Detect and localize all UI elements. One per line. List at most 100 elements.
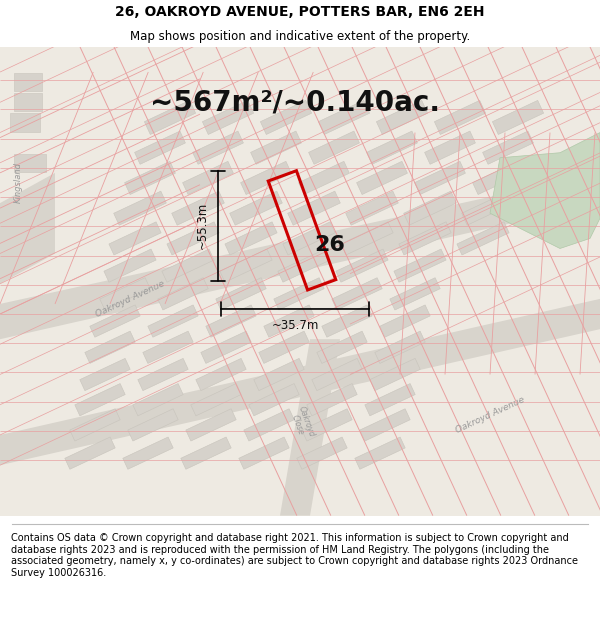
Polygon shape [239, 437, 289, 469]
Polygon shape [143, 331, 193, 363]
Polygon shape [283, 222, 335, 255]
Polygon shape [158, 278, 208, 310]
Polygon shape [182, 161, 233, 194]
Polygon shape [415, 161, 466, 194]
Polygon shape [482, 131, 533, 164]
Polygon shape [241, 161, 292, 194]
Polygon shape [0, 173, 600, 339]
Polygon shape [380, 305, 430, 338]
Polygon shape [404, 191, 457, 225]
Polygon shape [260, 101, 311, 134]
Polygon shape [249, 384, 299, 416]
Polygon shape [280, 339, 340, 516]
Polygon shape [65, 437, 115, 469]
Polygon shape [394, 249, 446, 282]
Polygon shape [206, 305, 256, 338]
Polygon shape [85, 331, 135, 363]
Polygon shape [287, 191, 340, 225]
Polygon shape [172, 191, 224, 225]
Polygon shape [0, 299, 600, 465]
Polygon shape [307, 384, 357, 416]
Polygon shape [181, 437, 231, 469]
Polygon shape [457, 222, 509, 255]
Polygon shape [356, 161, 407, 194]
Polygon shape [193, 131, 244, 164]
Polygon shape [186, 409, 236, 441]
Polygon shape [346, 191, 398, 225]
Polygon shape [317, 331, 367, 363]
Polygon shape [230, 191, 283, 225]
Polygon shape [473, 161, 523, 194]
Polygon shape [75, 384, 125, 416]
Polygon shape [434, 101, 485, 134]
Polygon shape [278, 249, 330, 282]
Polygon shape [10, 113, 40, 131]
Polygon shape [355, 437, 405, 469]
Polygon shape [123, 437, 173, 469]
Polygon shape [493, 101, 544, 134]
Polygon shape [138, 358, 188, 391]
Polygon shape [370, 358, 420, 391]
Polygon shape [299, 161, 349, 194]
Polygon shape [104, 249, 156, 282]
Polygon shape [196, 358, 246, 391]
Polygon shape [202, 101, 254, 134]
Polygon shape [133, 384, 183, 416]
Text: Contains OS data © Crown copyright and database right 2021. This information is : Contains OS data © Crown copyright and d… [11, 533, 578, 578]
Polygon shape [308, 131, 359, 164]
Polygon shape [145, 101, 196, 134]
Polygon shape [14, 154, 46, 172]
Polygon shape [244, 409, 294, 441]
Text: Oakroyd Avenue: Oakroyd Avenue [94, 279, 166, 319]
Polygon shape [375, 331, 425, 363]
Polygon shape [302, 409, 352, 441]
Polygon shape [319, 101, 370, 134]
Polygon shape [201, 331, 251, 363]
Polygon shape [376, 101, 428, 134]
Text: ~567m²/~0.140ac.: ~567m²/~0.140ac. [150, 88, 440, 116]
Polygon shape [14, 73, 42, 91]
Polygon shape [109, 222, 161, 255]
Polygon shape [399, 222, 451, 255]
Polygon shape [70, 409, 120, 441]
Polygon shape [125, 161, 175, 194]
Polygon shape [251, 131, 301, 164]
Text: ~35.7m: ~35.7m [271, 319, 319, 332]
Polygon shape [341, 222, 393, 255]
Polygon shape [134, 131, 185, 164]
Polygon shape [322, 305, 372, 338]
Polygon shape [332, 278, 382, 310]
Polygon shape [274, 278, 324, 310]
Polygon shape [336, 249, 388, 282]
Polygon shape [0, 47, 600, 516]
Polygon shape [461, 191, 514, 225]
Polygon shape [264, 305, 314, 338]
Polygon shape [80, 358, 130, 391]
Polygon shape [490, 132, 600, 249]
Polygon shape [425, 131, 475, 164]
Polygon shape [162, 249, 214, 282]
Text: Oakroyd Avenue: Oakroyd Avenue [454, 395, 526, 435]
Polygon shape [365, 384, 415, 416]
Polygon shape [220, 249, 272, 282]
Text: Map shows position and indicative extent of the property.: Map shows position and indicative extent… [130, 30, 470, 43]
Text: Oakroyd
Close: Oakroyd Close [287, 404, 317, 441]
Polygon shape [90, 305, 140, 338]
Polygon shape [360, 409, 410, 441]
Polygon shape [113, 191, 166, 225]
Polygon shape [167, 222, 219, 255]
Polygon shape [100, 278, 150, 310]
Polygon shape [254, 358, 304, 391]
Polygon shape [259, 331, 309, 363]
Polygon shape [312, 358, 362, 391]
Polygon shape [14, 93, 42, 111]
Polygon shape [191, 384, 241, 416]
Polygon shape [367, 131, 418, 164]
Text: 26: 26 [314, 236, 346, 256]
Polygon shape [390, 278, 440, 310]
Polygon shape [225, 222, 277, 255]
Polygon shape [297, 437, 347, 469]
Text: Kingsland: Kingsland [14, 162, 23, 204]
Polygon shape [128, 409, 178, 441]
Polygon shape [148, 305, 198, 338]
